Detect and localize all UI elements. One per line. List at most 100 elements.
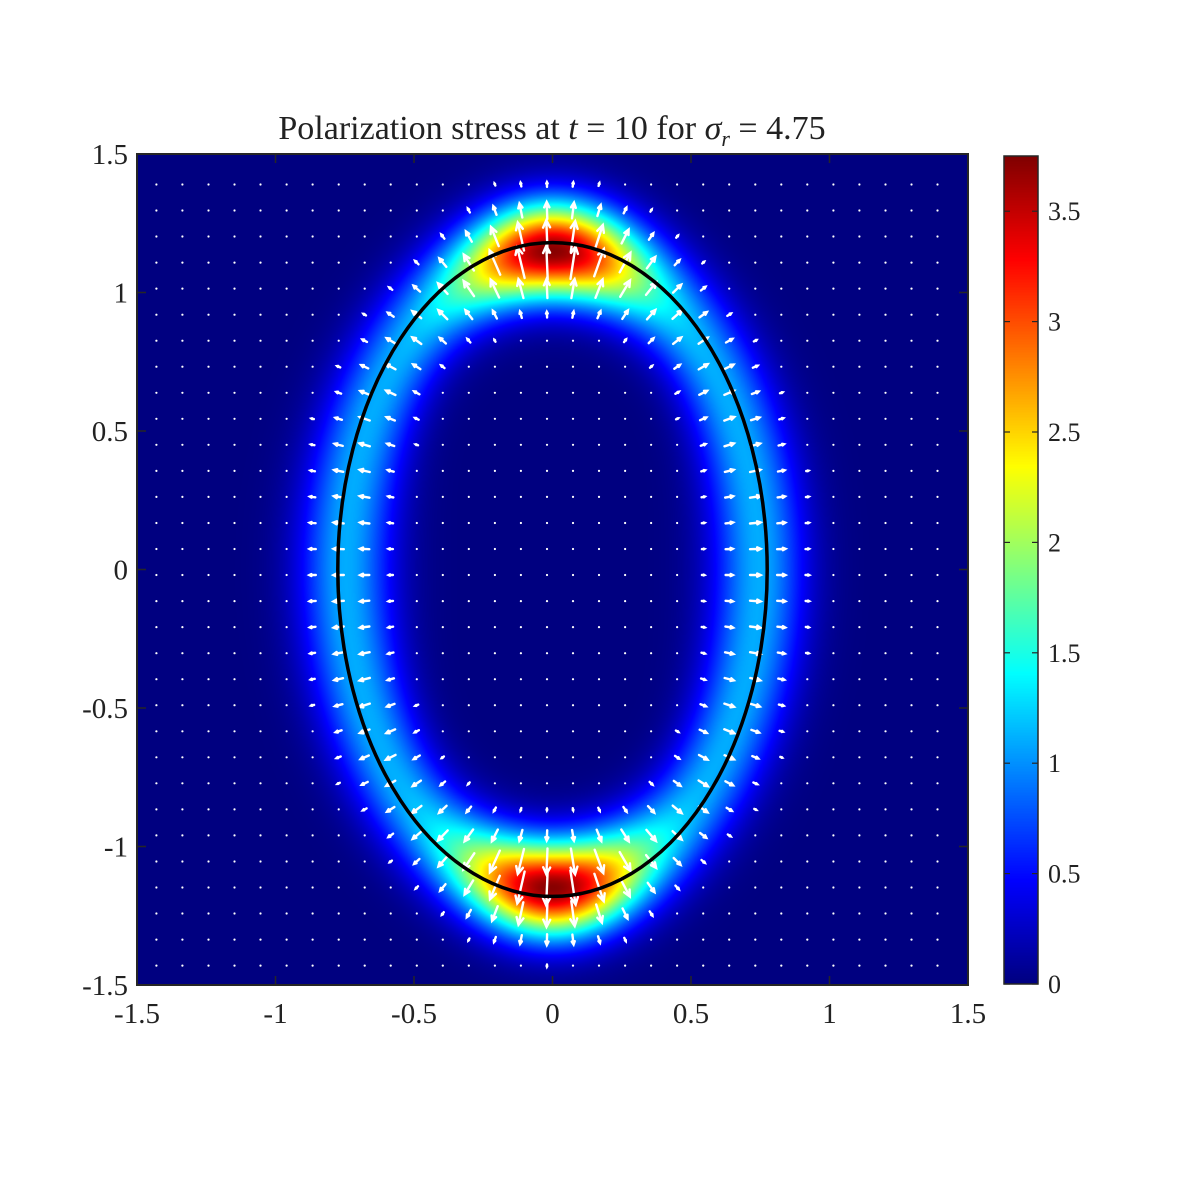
plot-area: -1.5 -1 -0.5 0 0.5 1 1.5 -1.5 -1 -0.5 0 0.5 1 1.5 bbox=[82, 139, 986, 1030]
quiver-arrow bbox=[489, 224, 500, 248]
quiver-arrow bbox=[620, 227, 630, 245]
quiver-arrow bbox=[622, 337, 628, 344]
quiver-arrow bbox=[411, 389, 421, 396]
quiver-arrow bbox=[674, 729, 681, 734]
quiver-arrow bbox=[750, 390, 762, 396]
quiver-arrow bbox=[545, 963, 549, 970]
quiver-arrow bbox=[618, 850, 632, 874]
quiver-arrow bbox=[438, 780, 447, 787]
quiver-arrow bbox=[569, 276, 578, 300]
quiver-arrow bbox=[357, 467, 371, 474]
quiver-arrow bbox=[752, 781, 760, 786]
quiver-arrow bbox=[361, 312, 368, 317]
quiver-arrow bbox=[804, 521, 812, 525]
quiver-arrow bbox=[724, 598, 736, 604]
quiver-arrow bbox=[776, 468, 788, 473]
quiver-arrow bbox=[804, 573, 813, 577]
quiver-arrow bbox=[748, 624, 764, 631]
quiver-arrow bbox=[571, 179, 575, 188]
quiver-arrow bbox=[569, 199, 577, 220]
quiver-arrow bbox=[776, 598, 789, 604]
quiver-arrow bbox=[385, 625, 395, 630]
quiver-arrow bbox=[306, 546, 317, 552]
quiver-arrow bbox=[700, 547, 708, 551]
quiver-arrow bbox=[648, 363, 655, 369]
quiver-arrow bbox=[723, 363, 737, 370]
quiver-arrow bbox=[356, 702, 371, 709]
quiver-arrow bbox=[674, 417, 681, 421]
quiver-arrow bbox=[384, 677, 396, 682]
quiver-arrow bbox=[543, 199, 551, 221]
colorbar-tick-label: 2.5 bbox=[1048, 418, 1081, 447]
y-tick-label: 1.5 bbox=[92, 139, 128, 171]
quiver-arrow bbox=[778, 416, 786, 421]
quiver-arrow bbox=[647, 231, 655, 241]
quiver-arrow bbox=[333, 755, 342, 760]
quiver-arrow bbox=[698, 310, 710, 319]
quiver-arrow bbox=[331, 442, 344, 448]
quiver-arrow bbox=[308, 677, 316, 682]
quiver-arrow bbox=[724, 337, 735, 344]
quiver-arrow bbox=[491, 308, 499, 320]
quiver-arrow bbox=[776, 494, 788, 500]
quiver-arrow bbox=[412, 443, 420, 447]
quiver-arrow bbox=[436, 804, 448, 815]
quiver-arrow bbox=[360, 807, 368, 812]
quiver-arrow bbox=[436, 308, 449, 321]
x-tick-label: 1.5 bbox=[950, 998, 986, 1030]
colorbar-tick-label: 1 bbox=[1048, 749, 1061, 778]
quiver-arrow bbox=[467, 937, 471, 944]
y-axis: -1.5 -1 -0.5 0 0.5 1 1.5 bbox=[82, 139, 968, 1002]
quiver-arrow bbox=[308, 703, 316, 707]
quiver-arrow bbox=[698, 389, 710, 396]
quiver-arrow bbox=[412, 703, 420, 708]
quiver-arrow bbox=[777, 677, 788, 682]
quiver-arrow bbox=[307, 494, 317, 499]
quiver-arrow bbox=[697, 753, 710, 761]
quiver-arrow bbox=[776, 520, 788, 526]
quiver-arrow bbox=[804, 599, 813, 603]
colorbar-tick-label: 0.5 bbox=[1048, 860, 1081, 889]
quiver-arrow bbox=[358, 363, 370, 370]
quiver-arrow bbox=[698, 416, 709, 422]
quiver-arrow bbox=[749, 702, 763, 709]
quiver-arrow bbox=[438, 363, 446, 370]
quiver-arrow bbox=[723, 676, 737, 683]
quiver-arrow bbox=[385, 573, 395, 577]
quiver-arrow bbox=[700, 495, 708, 499]
colorbar-frame bbox=[1003, 155, 1039, 985]
quiver-arrow bbox=[384, 442, 396, 448]
quiver-arrow bbox=[357, 572, 371, 578]
quiver-arrow bbox=[516, 276, 525, 300]
quiver-arrow bbox=[332, 703, 344, 708]
quiver-arrow bbox=[542, 847, 552, 878]
quiver-arrow bbox=[307, 651, 317, 656]
quiver-arrow bbox=[751, 364, 761, 369]
quiver-arrow bbox=[357, 389, 371, 396]
quiver-arrow bbox=[570, 933, 576, 948]
quiver-arrow bbox=[596, 202, 603, 218]
quiver-arrow bbox=[411, 283, 422, 293]
quiver-arrow bbox=[571, 308, 576, 319]
quiver-arrow bbox=[544, 829, 550, 844]
quiver-arrow bbox=[385, 468, 395, 473]
quiver-arrow bbox=[569, 899, 579, 929]
quiver-arrow bbox=[515, 901, 525, 928]
quiver-arrow bbox=[700, 573, 708, 577]
quiver-arrow bbox=[671, 335, 684, 346]
quiver-arrow bbox=[699, 703, 709, 708]
quiver-arrow bbox=[462, 278, 476, 298]
quiver-arrow bbox=[779, 755, 785, 759]
quiver-arrow bbox=[384, 415, 396, 422]
colorbar-tick-label: 0 bbox=[1048, 970, 1061, 999]
quiver-arrow bbox=[412, 416, 420, 421]
interface-ellipse bbox=[336, 240, 769, 899]
quiver-arrow bbox=[383, 728, 397, 735]
x-tick-label: 0.5 bbox=[673, 998, 709, 1030]
quiver-arrow bbox=[673, 257, 682, 267]
quiver-arrow bbox=[621, 308, 630, 321]
quiver-arrow bbox=[383, 389, 397, 397]
quiver-arrow bbox=[700, 599, 708, 603]
quiver-arrow bbox=[518, 934, 524, 947]
